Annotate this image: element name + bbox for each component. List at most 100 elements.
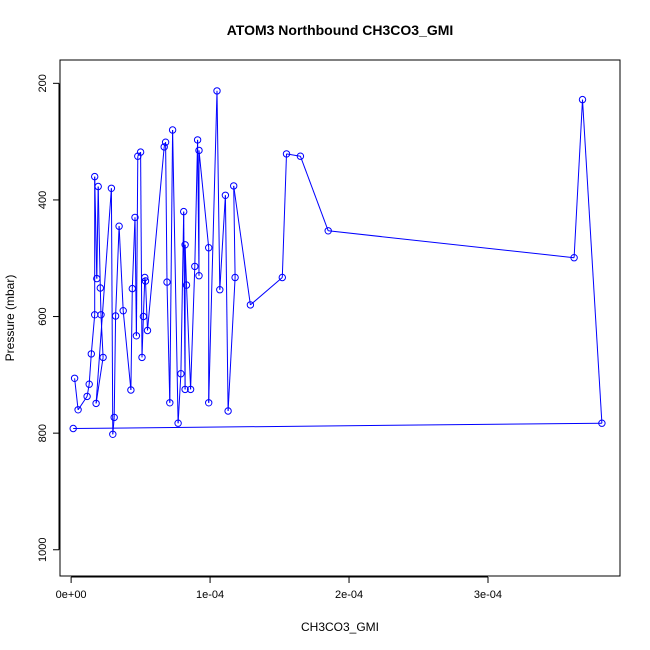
- series-line-segment: [190, 266, 196, 390]
- data-point: [85, 380, 93, 388]
- series-line-segment: [90, 314, 96, 354]
- series-line-segment: [219, 195, 226, 290]
- series-line-segment: [224, 195, 229, 412]
- y-tick-label: 1000: [37, 538, 49, 562]
- y-tick-label: 800: [37, 424, 49, 442]
- plot-area-box: [59, 59, 621, 577]
- data-point: [109, 430, 117, 438]
- data-point: [182, 281, 191, 289]
- series-line-segment: [95, 188, 112, 404]
- series-line-segment: [233, 185, 251, 305]
- series-line-segment: [140, 152, 143, 358]
- series-line-segment: [299, 156, 329, 231]
- series-line-segment: [130, 288, 133, 391]
- data-point: [174, 419, 182, 427]
- series-line-segment: [99, 287, 102, 315]
- series-line-segment: [100, 314, 104, 358]
- series-line-segment: [122, 310, 132, 391]
- data-point: [195, 272, 203, 280]
- data-point: [119, 307, 127, 315]
- data-point: [128, 284, 137, 293]
- data-point: [193, 136, 202, 144]
- data-point: [127, 386, 135, 394]
- series-line-segment: [286, 153, 301, 157]
- data-point: [99, 353, 107, 362]
- data-point: [93, 274, 101, 283]
- data-point: [181, 241, 189, 249]
- series-line-segment: [172, 129, 179, 424]
- series-lines: [73, 90, 603, 435]
- series-line-segment: [194, 139, 199, 267]
- y-tick-label: 600: [37, 307, 49, 325]
- series-line-segment: [131, 217, 136, 289]
- x-tick-label: 0e+00: [56, 589, 87, 601]
- series-line-segment: [77, 396, 88, 411]
- data-point: [224, 407, 232, 415]
- data-point: [186, 385, 195, 394]
- data-point: [278, 273, 286, 282]
- series-line-segment: [208, 90, 218, 403]
- series-line-segment: [97, 186, 101, 289]
- x-axis-label: CH3CO3_GMI: [301, 620, 379, 634]
- series-line-segment: [281, 153, 287, 278]
- data-point: [180, 207, 188, 216]
- series-line-segment: [582, 99, 603, 424]
- data-point: [96, 284, 105, 292]
- series-line-segment: [165, 142, 168, 283]
- data-point: [163, 278, 171, 286]
- data-point: [87, 350, 96, 358]
- data-point: [132, 332, 141, 340]
- data-point: [83, 392, 91, 401]
- data-point: [139, 312, 148, 321]
- series-line-segment: [184, 244, 187, 286]
- x-axis: 0e+00 1e-04 2e-04 3e-04: [56, 576, 502, 601]
- series-line-segment: [250, 277, 283, 306]
- y-tick-label: 200: [37, 74, 49, 92]
- y-tick-label: 400: [37, 191, 49, 209]
- data-point: [69, 424, 77, 433]
- series-line-segment: [147, 146, 165, 331]
- series-line-segment: [573, 99, 583, 258]
- x-tick-label: 2e-04: [335, 589, 363, 601]
- series-line-segment: [95, 357, 104, 404]
- series-line-segment: [94, 176, 98, 279]
- data-point: [191, 262, 199, 271]
- data-point: [221, 191, 230, 200]
- data-point: [138, 353, 146, 362]
- series-line-segment: [86, 384, 90, 397]
- series-line-segment: [115, 226, 120, 317]
- y-axis: 200 400 600 800 1000: [37, 74, 60, 562]
- data-point: [97, 311, 105, 319]
- data-point: [598, 419, 606, 427]
- data-point: [70, 374, 79, 382]
- series-line-segment: [110, 188, 114, 435]
- data-point: [161, 138, 170, 146]
- data-point: [143, 326, 152, 335]
- data-point: [181, 385, 189, 394]
- series-line-segment: [169, 129, 174, 403]
- data-point: [111, 312, 120, 320]
- data-point: [578, 95, 587, 104]
- series-line-segment: [198, 150, 210, 248]
- data-point: [74, 406, 82, 414]
- data-point: [296, 152, 305, 160]
- data-point: [195, 146, 203, 155]
- series-line-segment: [328, 230, 575, 259]
- series-line-segment: [216, 90, 221, 290]
- data-point: [141, 277, 150, 285]
- data-point: [160, 143, 168, 151]
- data-point: [570, 254, 578, 262]
- x-tick-label: 3e-04: [474, 589, 502, 601]
- series-line-segment: [96, 186, 99, 279]
- data-point: [216, 286, 224, 294]
- data-point: [324, 227, 332, 235]
- series-line-segment: [73, 422, 602, 429]
- data-point: [230, 182, 238, 190]
- series-line-segment: [88, 353, 92, 385]
- data-point: [282, 150, 291, 158]
- data-point: [92, 399, 100, 408]
- series-line-segment: [74, 378, 79, 410]
- data-point: [205, 244, 213, 252]
- x-tick-label: 1e-04: [196, 589, 224, 601]
- data-point: [141, 273, 149, 282]
